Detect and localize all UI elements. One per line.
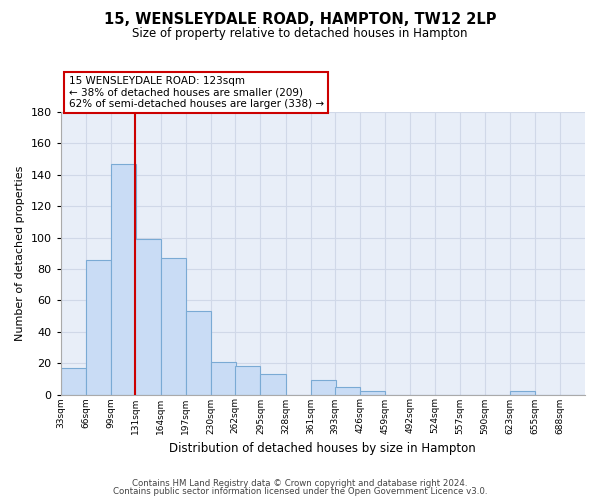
Bar	[185, 312, 211, 394]
Y-axis label: Number of detached properties: Number of detached properties	[15, 166, 25, 341]
Bar	[161, 258, 185, 394]
Bar	[360, 392, 385, 394]
Bar	[260, 374, 286, 394]
Text: Contains public sector information licensed under the Open Government Licence v3: Contains public sector information licen…	[113, 487, 487, 496]
Bar	[235, 366, 260, 394]
Text: Contains HM Land Registry data © Crown copyright and database right 2024.: Contains HM Land Registry data © Crown c…	[132, 478, 468, 488]
Bar	[111, 164, 136, 394]
Bar	[211, 362, 236, 394]
Bar	[61, 368, 86, 394]
X-axis label: Distribution of detached houses by size in Hampton: Distribution of detached houses by size …	[169, 442, 476, 455]
Text: 15, WENSLEYDALE ROAD, HAMPTON, TW12 2LP: 15, WENSLEYDALE ROAD, HAMPTON, TW12 2LP	[104, 12, 496, 28]
Bar	[335, 386, 360, 394]
Bar	[311, 380, 336, 394]
Bar	[136, 239, 161, 394]
Bar	[511, 392, 535, 394]
Text: Size of property relative to detached houses in Hampton: Size of property relative to detached ho…	[132, 28, 468, 40]
Text: 15 WENSLEYDALE ROAD: 123sqm
← 38% of detached houses are smaller (209)
62% of se: 15 WENSLEYDALE ROAD: 123sqm ← 38% of det…	[68, 76, 323, 109]
Bar	[86, 260, 111, 394]
